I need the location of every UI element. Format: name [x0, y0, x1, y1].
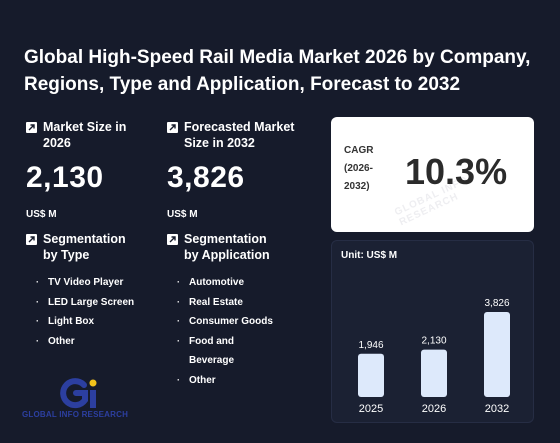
segmentation-type-list: · TV Video Player · LED Large Screen · Light … [36, 273, 166, 351]
segmentation-app-item: · Food and Beverage [177, 332, 317, 371]
segmentation-app-item-label: Other [189, 374, 216, 386]
segmentation-type-item-label: Light Box [48, 316, 95, 327]
segmentation-app-label: Segmentation by Application [184, 232, 270, 262]
page-title: Global High-Speed Rail Media Market 2026… [24, 47, 531, 95]
bullet-icon: · [36, 335, 39, 346]
bar-2025 [358, 353, 384, 397]
segmentation-app-list: · Automotive · Real Estate · Consumer Goods · F… [177, 273, 317, 390]
bar-2026 [421, 349, 447, 397]
bullet-icon: · [177, 296, 180, 307]
market-size-value: 2,130 [26, 161, 104, 194]
bar-2032 [484, 312, 510, 397]
bullet-icon: · [177, 374, 180, 385]
cagr-label: CAGR (2026-2032) [344, 145, 374, 192]
segmentation-app-item-label: Real Estate [189, 296, 243, 308]
segmentation-type-item-label: LED Large Screen [48, 296, 135, 308]
logo-icon [60, 378, 97, 409]
bullet-icon: · [36, 296, 39, 307]
bullet-icon: · [177, 316, 180, 326]
segmentation-app-block: Segmentation by Application · Automotive ·… [167, 231, 317, 390]
segmentation-type-block: Segmentation by Type · TV Video Player · LE… [26, 231, 166, 351]
arrow-icon [26, 234, 37, 245]
market-size-label: Market Size in 2026 [43, 120, 127, 150]
arrow-icon [167, 122, 178, 133]
segmentation-type-item: · TV Video Player [36, 273, 166, 293]
cagr-value: 10.3% [405, 151, 508, 192]
segmentation-type-item-label: Other [48, 335, 75, 347]
forecast-size-value: 3,826 [167, 161, 245, 194]
segmentation-app-item-label: Food and Beverage [189, 335, 235, 367]
segmentation-app-item: · Automotive [177, 273, 317, 293]
bar-value-label: 2,130 [421, 336, 446, 347]
bullet-icon: · [177, 335, 180, 346]
bar-chart-card: Unit: US$ M 1,946 2025 2,130 2026 3,826 2032 [331, 240, 534, 423]
bar-value-label: 1,946 [358, 340, 383, 351]
bullet-icon: · [36, 316, 39, 326]
forecast-size-unit: US$ M [167, 209, 198, 220]
forecast-size-block: Forecasted Market Size in 2032 3,826 US$… [167, 119, 317, 220]
segmentation-type-label: Segmentation by Type [43, 232, 126, 262]
forecast-size-label: Forecasted Market Size in 2032 [184, 120, 295, 150]
chart-unit-label: Unit: US$ M [341, 250, 398, 261]
segmentation-type-item-label: TV Video Player [48, 277, 124, 288]
market-size-block: Market Size in 2026 2,130 US$ M [26, 119, 156, 220]
segmentation-app-item-label: Consumer Goods [189, 316, 273, 327]
bar-value-label: 3,826 [484, 298, 509, 309]
segmentation-type-item: · Light Box [36, 312, 166, 332]
market-size-unit: US$ M [26, 209, 57, 220]
arrow-icon [167, 234, 178, 245]
bar-chart: 1,946 2025 2,130 2026 3,826 2032 [358, 298, 510, 415]
x-tick-label: 2025 [359, 403, 383, 415]
segmentation-app-item: · Consumer Goods [177, 312, 317, 332]
bullet-icon: · [36, 277, 39, 287]
bullet-icon: · [177, 277, 180, 287]
segmentation-app-item-label: Automotive [189, 277, 244, 288]
logo-text: GLOBAL INFO RESEARCH [22, 410, 129, 419]
x-tick-label: 2032 [485, 403, 509, 415]
segmentation-type-item: · Other [36, 332, 166, 352]
segmentation-app-item: · Other [177, 371, 317, 391]
arrow-icon [26, 122, 37, 133]
cagr-card: GLOBAL INFO RESEARCH CAGR (2026-2032) 10… [331, 117, 534, 232]
segmentation-app-item: · Real Estate [177, 293, 317, 313]
segmentation-type-item: · LED Large Screen [36, 293, 166, 313]
x-tick-label: 2026 [422, 403, 446, 415]
